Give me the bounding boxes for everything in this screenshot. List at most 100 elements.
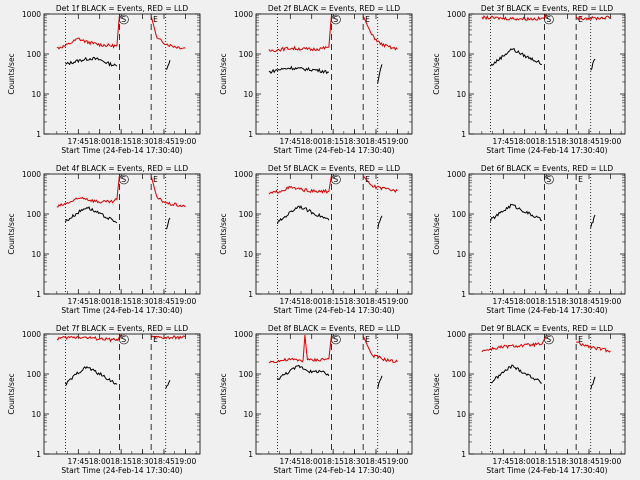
- detector-panel-4: Det 4f BLACK = Events, RED = LLD Counts/s…: [7, 164, 201, 315]
- x-tick-label: 18:00: [301, 297, 323, 306]
- x-tick-label: 17:45: [279, 137, 301, 146]
- x-tick-label: 18:15: [322, 297, 344, 306]
- y-tick-label: 10: [456, 90, 466, 99]
- y-axis-label: Counts/sec: [432, 373, 441, 414]
- series-line-events: [377, 215, 383, 230]
- x-tick-label: 19:00: [387, 457, 409, 466]
- chart-title: Det 7f BLACK = Events, RED = LLD: [56, 324, 189, 333]
- start-marker-circle: [544, 14, 554, 25]
- detector-panel-6: Det 6f BLACK = Events, RED = LLD Counts/s…: [432, 164, 626, 315]
- start-marker-label: S: [121, 175, 126, 184]
- x-tick-label: 18:45: [365, 297, 387, 306]
- x-tick-label: 18:00: [514, 457, 536, 466]
- y-tick-label: 1000: [234, 330, 253, 339]
- series-line-lld: [481, 335, 547, 353]
- start-marker-label: S: [333, 15, 338, 24]
- plot-frame: [43, 333, 201, 455]
- series-line-events: [377, 375, 383, 389]
- y-tick-label: 100: [239, 50, 254, 59]
- series-line-events: [490, 364, 543, 384]
- plot-frame: [255, 333, 413, 455]
- x-tick-label: 18:00: [301, 137, 323, 146]
- end-marker-label: E: [153, 175, 158, 184]
- y-tick-label: 1: [248, 450, 253, 459]
- x-tick-label: 18:00: [514, 297, 536, 306]
- x-tick-label: 17:45: [279, 297, 301, 306]
- x-tick-label: 17:45: [67, 457, 89, 466]
- x-axis-label: Start Time (24-Feb-14 17:30:40): [486, 466, 607, 475]
- y-tick-label: 100: [239, 370, 254, 379]
- x-tick-label: 18:30: [344, 137, 366, 146]
- x-tick-label: 19:00: [175, 297, 197, 306]
- start-marker-circle: [119, 334, 129, 345]
- y-tick-label: 100: [27, 210, 42, 219]
- series-line-events: [489, 47, 542, 67]
- x-tick-label: 19:00: [387, 297, 409, 306]
- x-tick-label: 18:00: [514, 137, 536, 146]
- x-tick-label: 18:00: [301, 457, 323, 466]
- y-tick-label: 100: [452, 50, 467, 59]
- chart-title: Det 9f BLACK = Events, RED = LLD: [481, 324, 614, 333]
- start-marker-label: S: [546, 175, 551, 184]
- detector-panel-1: Det 1f BLACK = Events, RED = LLD Counts/s…: [7, 4, 201, 155]
- y-tick-label: 1: [36, 450, 41, 459]
- series-line-lld: [362, 175, 398, 193]
- detector-panel-9: Det 9f BLACK = Events, RED = LLD Counts/s…: [432, 324, 626, 475]
- y-tick-label: 1: [461, 130, 466, 139]
- x-tick-label: 18:15: [535, 457, 557, 466]
- y-axis-label: Counts/sec: [432, 53, 441, 94]
- x-tick-label: 18:30: [344, 297, 366, 306]
- plot-frame: [43, 173, 201, 295]
- x-tick-label: 19:00: [600, 137, 622, 146]
- detector-panel-8: Det 8f BLACK = Events, RED = LLD Counts/s…: [219, 324, 413, 475]
- chart-title: Det 1f BLACK = Events, RED = LLD: [56, 4, 189, 13]
- plot-frame: [43, 13, 201, 135]
- y-tick-label: 1000: [22, 170, 41, 179]
- plot-frame: [255, 13, 413, 135]
- start-marker-circle: [544, 174, 554, 185]
- x-tick-label: 18:15: [110, 137, 132, 146]
- x-axis-label: Start Time (24-Feb-14 17:30:40): [61, 306, 182, 315]
- x-axis-label: Start Time (24-Feb-14 17:30:40): [273, 146, 394, 155]
- series-line-events: [165, 379, 171, 389]
- y-tick-label: 1000: [234, 10, 253, 19]
- y-tick-label: 10: [31, 250, 41, 259]
- series-line-events: [165, 60, 171, 70]
- series-line-lld: [268, 334, 332, 364]
- plot-frame: [255, 173, 413, 295]
- chart-title: Det 2f BLACK = Events, RED = LLD: [268, 4, 401, 13]
- series-line-events: [165, 217, 171, 230]
- x-tick-label: 18:00: [89, 137, 111, 146]
- end-marker-label: E: [578, 175, 583, 184]
- y-tick-label: 1: [36, 290, 41, 299]
- y-tick-label: 1: [461, 450, 466, 459]
- series-line-events: [276, 204, 330, 224]
- series-line-lld: [150, 175, 186, 208]
- y-axis-label: Counts/sec: [432, 213, 441, 254]
- y-tick-label: 1: [36, 130, 41, 139]
- x-tick-label: 17:45: [67, 137, 89, 146]
- start-marker-label: S: [121, 335, 126, 344]
- detector-panel-7: Det 7f BLACK = Events, RED = LLD Counts/s…: [7, 324, 201, 475]
- series-line-events: [489, 203, 543, 222]
- x-axis-label: Start Time (24-Feb-14 17:30:40): [486, 306, 607, 315]
- end-marker-label: E: [365, 335, 370, 344]
- x-tick-label: 18:45: [153, 457, 175, 466]
- series-line-events: [65, 56, 118, 67]
- chart-title: Det 6f BLACK = Events, RED = LLD: [481, 164, 614, 173]
- x-axis-label: Start Time (24-Feb-14 17:30:40): [273, 306, 394, 315]
- x-tick-label: 17:45: [279, 457, 301, 466]
- start-marker-label: S: [121, 15, 126, 24]
- x-tick-label: 18:00: [89, 457, 111, 466]
- start-marker-label: S: [333, 335, 338, 344]
- x-tick-label: 18:30: [344, 457, 366, 466]
- y-axis-label: Counts/sec: [7, 53, 16, 94]
- chart-title: Det 3f BLACK = Events, RED = LLD: [481, 4, 614, 13]
- y-tick-label: 1000: [447, 170, 466, 179]
- chart-title: Det 8f BLACK = Events, RED = LLD: [268, 324, 401, 333]
- x-tick-label: 18:30: [557, 297, 579, 306]
- series-line-events: [377, 64, 383, 84]
- end-marker-label: E: [365, 15, 370, 24]
- y-tick-label: 100: [27, 50, 42, 59]
- plot-frame: [468, 13, 626, 135]
